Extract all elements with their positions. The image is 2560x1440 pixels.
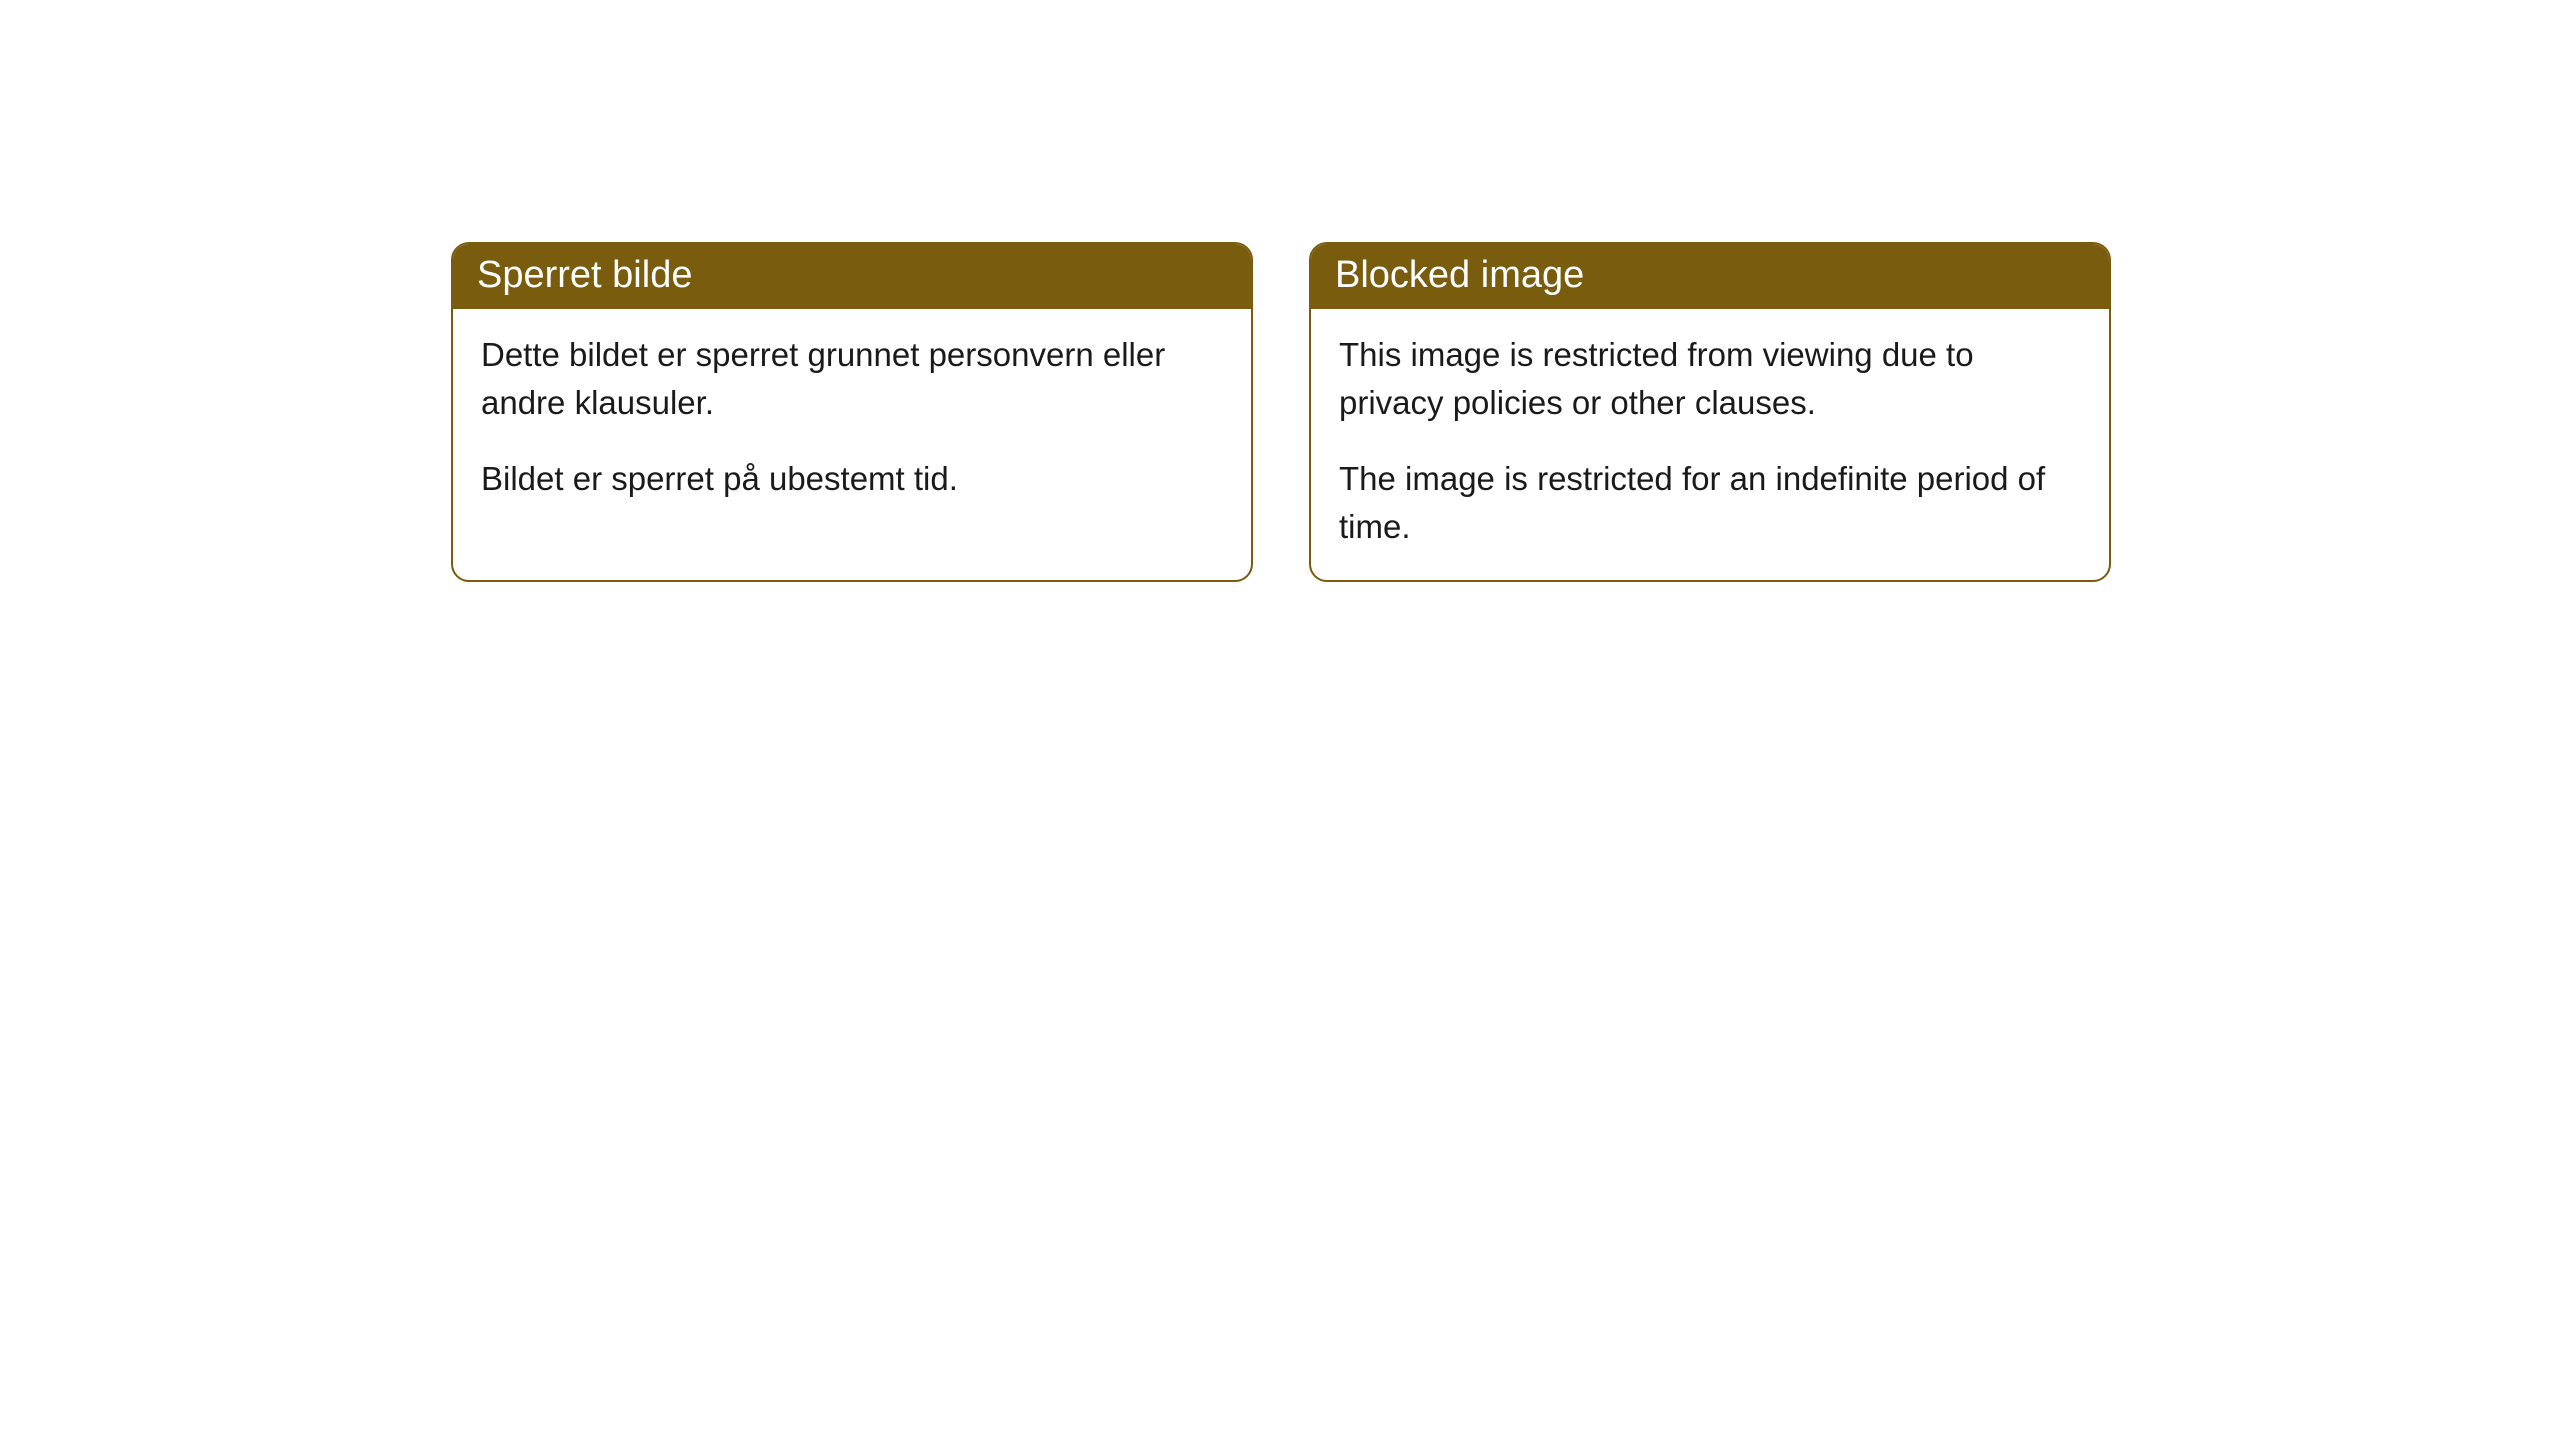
notice-body: Dette bildet er sperret grunnet personve…	[453, 309, 1251, 533]
notice-paragraph: The image is restricted for an indefinit…	[1339, 455, 2081, 551]
notice-header: Sperret bilde	[453, 244, 1251, 309]
notice-header: Blocked image	[1311, 244, 2109, 309]
notice-cards-container: Sperret bilde Dette bildet er sperret gr…	[451, 242, 2111, 582]
notice-paragraph: Bildet er sperret på ubestemt tid.	[481, 455, 1223, 503]
notice-body: This image is restricted from viewing du…	[1311, 309, 2109, 580]
notice-card-english: Blocked image This image is restricted f…	[1309, 242, 2111, 582]
notice-paragraph: This image is restricted from viewing du…	[1339, 331, 2081, 427]
notice-card-norwegian: Sperret bilde Dette bildet er sperret gr…	[451, 242, 1253, 582]
notice-paragraph: Dette bildet er sperret grunnet personve…	[481, 331, 1223, 427]
